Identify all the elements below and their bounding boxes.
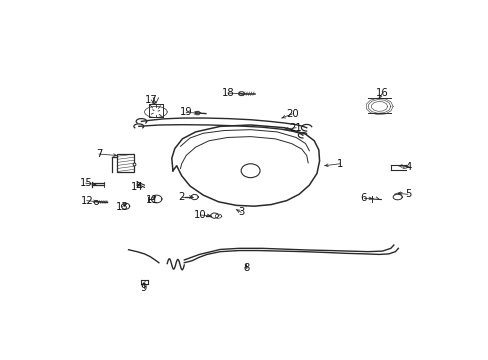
Text: 12: 12	[81, 195, 93, 206]
Text: 21: 21	[289, 123, 302, 133]
Text: 3: 3	[238, 207, 244, 217]
Text: 13: 13	[116, 202, 128, 212]
Text: 1: 1	[336, 159, 342, 169]
Text: 18: 18	[221, 88, 234, 98]
Text: 19: 19	[180, 108, 192, 117]
Text: 10: 10	[194, 210, 206, 220]
Text: 4: 4	[405, 162, 411, 172]
Text: 17: 17	[144, 95, 157, 105]
Text: 14: 14	[130, 183, 143, 192]
Text: 15: 15	[79, 178, 92, 188]
Text: 9: 9	[140, 283, 146, 293]
Text: 7: 7	[96, 149, 102, 159]
Bar	[117, 153, 134, 172]
Text: 6: 6	[360, 193, 366, 203]
Text: 2: 2	[178, 192, 184, 202]
Text: 5: 5	[404, 189, 410, 199]
Text: 8: 8	[243, 263, 249, 273]
Text: 16: 16	[375, 88, 388, 98]
Text: 11: 11	[145, 195, 158, 205]
Text: 20: 20	[285, 109, 298, 119]
